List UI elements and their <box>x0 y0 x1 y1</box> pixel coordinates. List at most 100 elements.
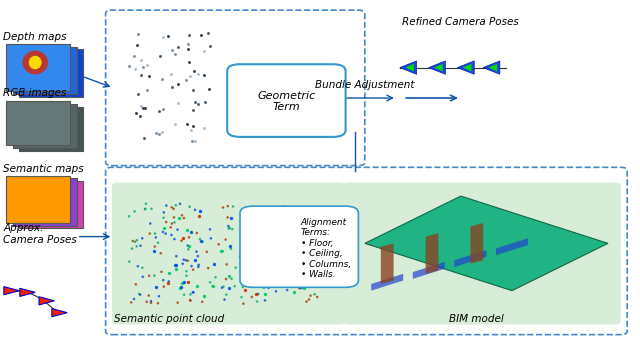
Point <box>305 251 316 257</box>
Point <box>145 221 156 226</box>
Point <box>260 291 270 297</box>
Text: RGB images: RGB images <box>3 88 67 98</box>
Point <box>161 231 171 236</box>
Point <box>198 72 209 78</box>
Point <box>182 122 192 127</box>
Point <box>176 285 186 290</box>
Point <box>223 203 233 209</box>
Point <box>282 260 292 266</box>
Polygon shape <box>400 61 417 74</box>
Point <box>189 257 200 263</box>
Point <box>297 219 307 224</box>
Point <box>250 220 260 225</box>
Point <box>189 68 199 73</box>
Point <box>268 269 278 274</box>
Point <box>288 239 298 245</box>
Point <box>280 245 290 251</box>
Point <box>134 291 144 297</box>
Polygon shape <box>470 223 483 264</box>
Point <box>189 99 200 104</box>
Point <box>195 208 205 214</box>
Point <box>170 236 180 242</box>
Point <box>154 131 164 137</box>
Point <box>280 209 290 214</box>
Point <box>184 235 194 240</box>
Point <box>166 47 177 53</box>
Bar <box>6 44 70 91</box>
Bar <box>13 178 77 226</box>
Point <box>198 239 208 244</box>
Point <box>259 244 269 250</box>
Point <box>197 299 207 305</box>
Point <box>259 285 269 291</box>
Point <box>149 249 159 254</box>
FancyBboxPatch shape <box>112 183 346 324</box>
Point <box>205 43 215 48</box>
Text: Geometric
Term: Geometric Term <box>257 91 316 112</box>
Point <box>186 298 196 303</box>
Point <box>226 246 236 251</box>
Point <box>141 299 152 305</box>
Point <box>184 244 194 249</box>
Point <box>136 57 146 63</box>
Ellipse shape <box>29 56 42 69</box>
Point <box>136 72 146 77</box>
Point <box>193 72 203 77</box>
Point <box>156 250 166 256</box>
Point <box>171 266 181 271</box>
Point <box>269 218 279 223</box>
Point <box>278 204 288 209</box>
Point <box>143 73 154 78</box>
Point <box>297 228 307 233</box>
Point <box>228 204 238 209</box>
Point <box>138 274 148 280</box>
Point <box>296 264 306 269</box>
Point <box>312 294 323 300</box>
Point <box>159 210 169 215</box>
Point <box>150 244 160 249</box>
Point <box>282 287 292 293</box>
Bar <box>13 47 77 94</box>
Point <box>277 260 287 265</box>
Point <box>214 242 224 247</box>
Bar <box>6 101 70 145</box>
Point <box>192 283 202 288</box>
Point <box>195 236 205 242</box>
Point <box>227 276 237 282</box>
Point <box>147 206 157 212</box>
Point <box>239 221 250 226</box>
Point <box>146 300 156 306</box>
Point <box>166 71 176 77</box>
Point <box>272 262 282 268</box>
Point <box>202 249 212 255</box>
FancyBboxPatch shape <box>342 183 621 324</box>
Point <box>217 285 227 290</box>
Point <box>170 121 180 127</box>
Text: Approx.
Camera Poses: Approx. Camera Poses <box>3 223 77 245</box>
Point <box>177 238 187 243</box>
Point <box>166 205 177 210</box>
Point <box>179 215 189 221</box>
Point <box>127 246 137 251</box>
Point <box>186 127 196 133</box>
Point <box>236 294 246 300</box>
Point <box>293 272 303 278</box>
Point <box>173 81 184 87</box>
Point <box>140 206 150 212</box>
Point <box>154 293 164 299</box>
Point <box>166 232 177 238</box>
Text: Bundle Adjustment: Bundle Adjustment <box>315 79 415 90</box>
Point <box>166 225 176 230</box>
Point <box>157 129 168 135</box>
Point <box>137 236 147 241</box>
Point <box>221 262 232 267</box>
Point <box>158 229 168 235</box>
Point <box>303 219 313 224</box>
Point <box>172 254 182 259</box>
Point <box>290 231 300 236</box>
Point <box>280 273 290 278</box>
Point <box>206 236 216 241</box>
Point <box>193 262 204 268</box>
Point <box>203 31 213 36</box>
Point <box>158 106 168 112</box>
